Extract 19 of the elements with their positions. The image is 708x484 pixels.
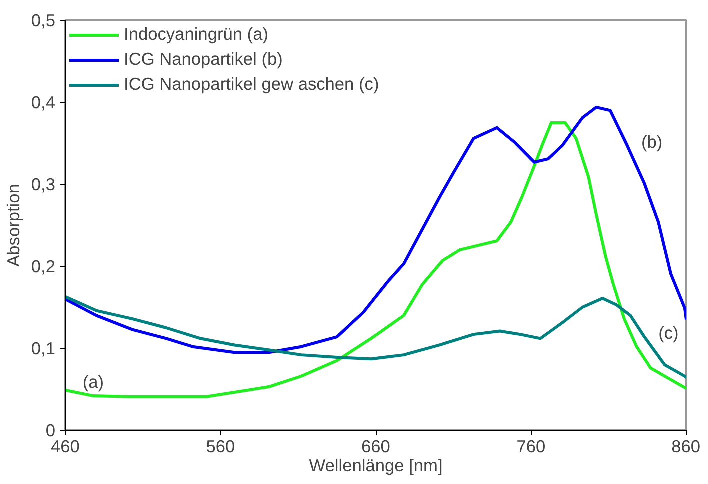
legend-label: Indocyaningrün (a)	[124, 24, 268, 45]
y-tick-label: 0,4	[31, 92, 56, 112]
y-tick-label: 0,1	[31, 338, 56, 358]
legend-label: ICG Nanopartikel (b)	[124, 49, 283, 70]
annotation: (b)	[642, 132, 663, 152]
annotation: (a)	[82, 372, 104, 392]
y-tick-label: 0,2	[31, 256, 56, 276]
x-tick-label: 760	[516, 436, 546, 456]
y-tick-label: 0,3	[31, 174, 56, 194]
legend-label: ICG Nanopartikel gew aschen (c)	[124, 74, 380, 95]
y-tick-label: 0,5	[31, 10, 56, 30]
x-axis-title: Wellenlänge [nm]	[309, 456, 443, 476]
line-series	[66, 122, 686, 398]
line-series	[66, 106, 686, 354]
y-axis-title: Absorption	[3, 184, 24, 267]
x-tick-label: 860	[672, 436, 701, 456]
x-tick-label: 660	[362, 436, 390, 456]
annotation: (c)	[658, 323, 679, 344]
x-tick-label: 560	[206, 436, 236, 456]
